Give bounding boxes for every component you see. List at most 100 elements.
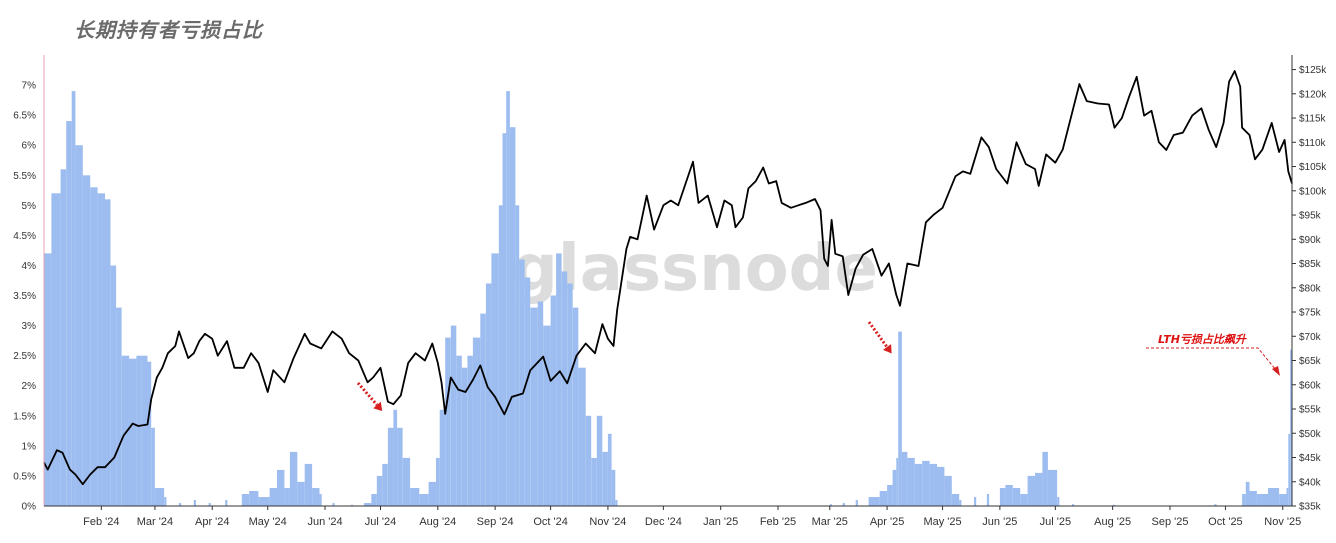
x-tick-label: Jun '25 (982, 516, 1017, 528)
loss-bar (147, 361, 152, 506)
loss-bar (75, 145, 83, 506)
loss-bar (44, 253, 52, 506)
loss-bar (887, 485, 893, 506)
loss-bar (602, 451, 608, 506)
loss-bar (951, 494, 960, 506)
loss-bar (1245, 481, 1250, 506)
loss-bar (419, 494, 429, 506)
loss-bar (561, 271, 568, 506)
right-tick-label: $75k (1299, 308, 1322, 319)
loss-bar (922, 460, 930, 506)
loss-bar (461, 367, 468, 506)
right-tick-label: $110k (1299, 138, 1327, 149)
right-tick-label: $100k (1299, 186, 1327, 197)
loss-bar (136, 355, 142, 506)
x-tick-label: Nov '25 (1264, 516, 1301, 528)
x-tick-label: Oct '24 (533, 516, 568, 528)
loss-bar (258, 497, 270, 506)
loss-bar (297, 481, 305, 506)
loss-bar (578, 367, 586, 506)
loss-bar (537, 301, 544, 506)
loss-bar (550, 295, 557, 506)
loss-bar (842, 503, 845, 506)
x-tick-label: Feb '24 (83, 516, 119, 528)
loss-bar (1072, 504, 1075, 506)
loss-bar (376, 475, 383, 506)
right-tick-label: $40k (1299, 477, 1322, 488)
arrow-icon (356, 382, 379, 406)
loss-bar (439, 409, 446, 506)
loss-bar (105, 199, 111, 507)
loss-bar (615, 500, 618, 506)
loss-bar (450, 325, 457, 506)
loss-bar (164, 497, 167, 506)
loss-bar (929, 463, 937, 506)
loss-bar (277, 469, 285, 506)
left-tick-label: 4.5% (13, 231, 36, 242)
loss-bar (402, 457, 411, 506)
loss-bar (284, 488, 290, 506)
x-tick-label: Jun '24 (307, 516, 342, 528)
axes: 0% 0.5% 1% 1.5% 2% 2.5% 3% 3.5% 4% 4.5% 5% 5.5% 6% 6.… (13, 55, 1327, 528)
x-tick-label: Mar '25 (812, 516, 848, 528)
x-tick-label: Jul '25 (1040, 516, 1071, 528)
loss-bar (607, 433, 612, 506)
loss-bar (914, 463, 923, 506)
loss-bar (974, 497, 977, 506)
loss-bar (506, 91, 510, 506)
loss-bar (90, 187, 98, 507)
loss-bar (611, 469, 616, 506)
left-tick-label: 0% (22, 502, 37, 513)
right-tick-label: $65k (1299, 356, 1322, 367)
loss-bar (530, 307, 538, 506)
x-tick-label: Aug '25 (1094, 516, 1131, 528)
left-tick-label: 6.5% (13, 111, 36, 122)
loss-bar (959, 500, 962, 506)
loss-bar (142, 355, 148, 506)
x-tick-label: Dec '24 (645, 516, 682, 528)
loss-bar (241, 494, 250, 506)
loss-bar (71, 91, 76, 506)
loss-bar (1290, 349, 1293, 506)
loss-bar (445, 337, 451, 506)
loss-bar (1035, 472, 1043, 506)
right-tick-label: $105k (1299, 162, 1327, 173)
left-tick-label: 4% (22, 261, 37, 272)
loss-bar (129, 358, 137, 506)
loss-bar (289, 451, 298, 506)
loss-bar (304, 463, 313, 506)
loss-bar (572, 307, 579, 506)
right-tick-label: $70k (1299, 332, 1322, 343)
loss-bar (121, 355, 130, 506)
loss-bar (350, 504, 354, 506)
loss-bar (387, 427, 394, 506)
x-tick-label: Aug '24 (419, 516, 456, 528)
arrow-icon (867, 321, 889, 348)
loss-bar (1214, 504, 1217, 506)
right-tick-label: $90k (1299, 235, 1322, 246)
loss-bar (543, 325, 551, 506)
loss-bar (485, 283, 492, 506)
right-tick-label: $125k (1299, 65, 1327, 76)
loss-bar (591, 457, 597, 506)
loss-bar (1112, 504, 1115, 506)
loss-bar (319, 494, 322, 506)
left-tick-label: 0.5% (13, 471, 36, 482)
loss-bar (1047, 469, 1058, 506)
loss-bar (1256, 494, 1268, 506)
loss-bar (986, 494, 990, 506)
loss-bar (944, 475, 952, 506)
right-tick-label: $115k (1299, 114, 1327, 125)
loss-bar (66, 121, 72, 506)
loss-bar (515, 205, 520, 507)
loss-bar (907, 457, 915, 506)
loss-bar (1020, 494, 1028, 506)
x-tick-label: May '24 (249, 516, 287, 528)
x-tick-label: Apr '25 (870, 516, 905, 528)
price-line (43, 70, 1293, 486)
x-tick-label: Jul '24 (365, 516, 396, 528)
loss-bar (556, 253, 562, 506)
loss-bar (498, 205, 503, 507)
x-tick-label: Apr '24 (195, 516, 230, 528)
